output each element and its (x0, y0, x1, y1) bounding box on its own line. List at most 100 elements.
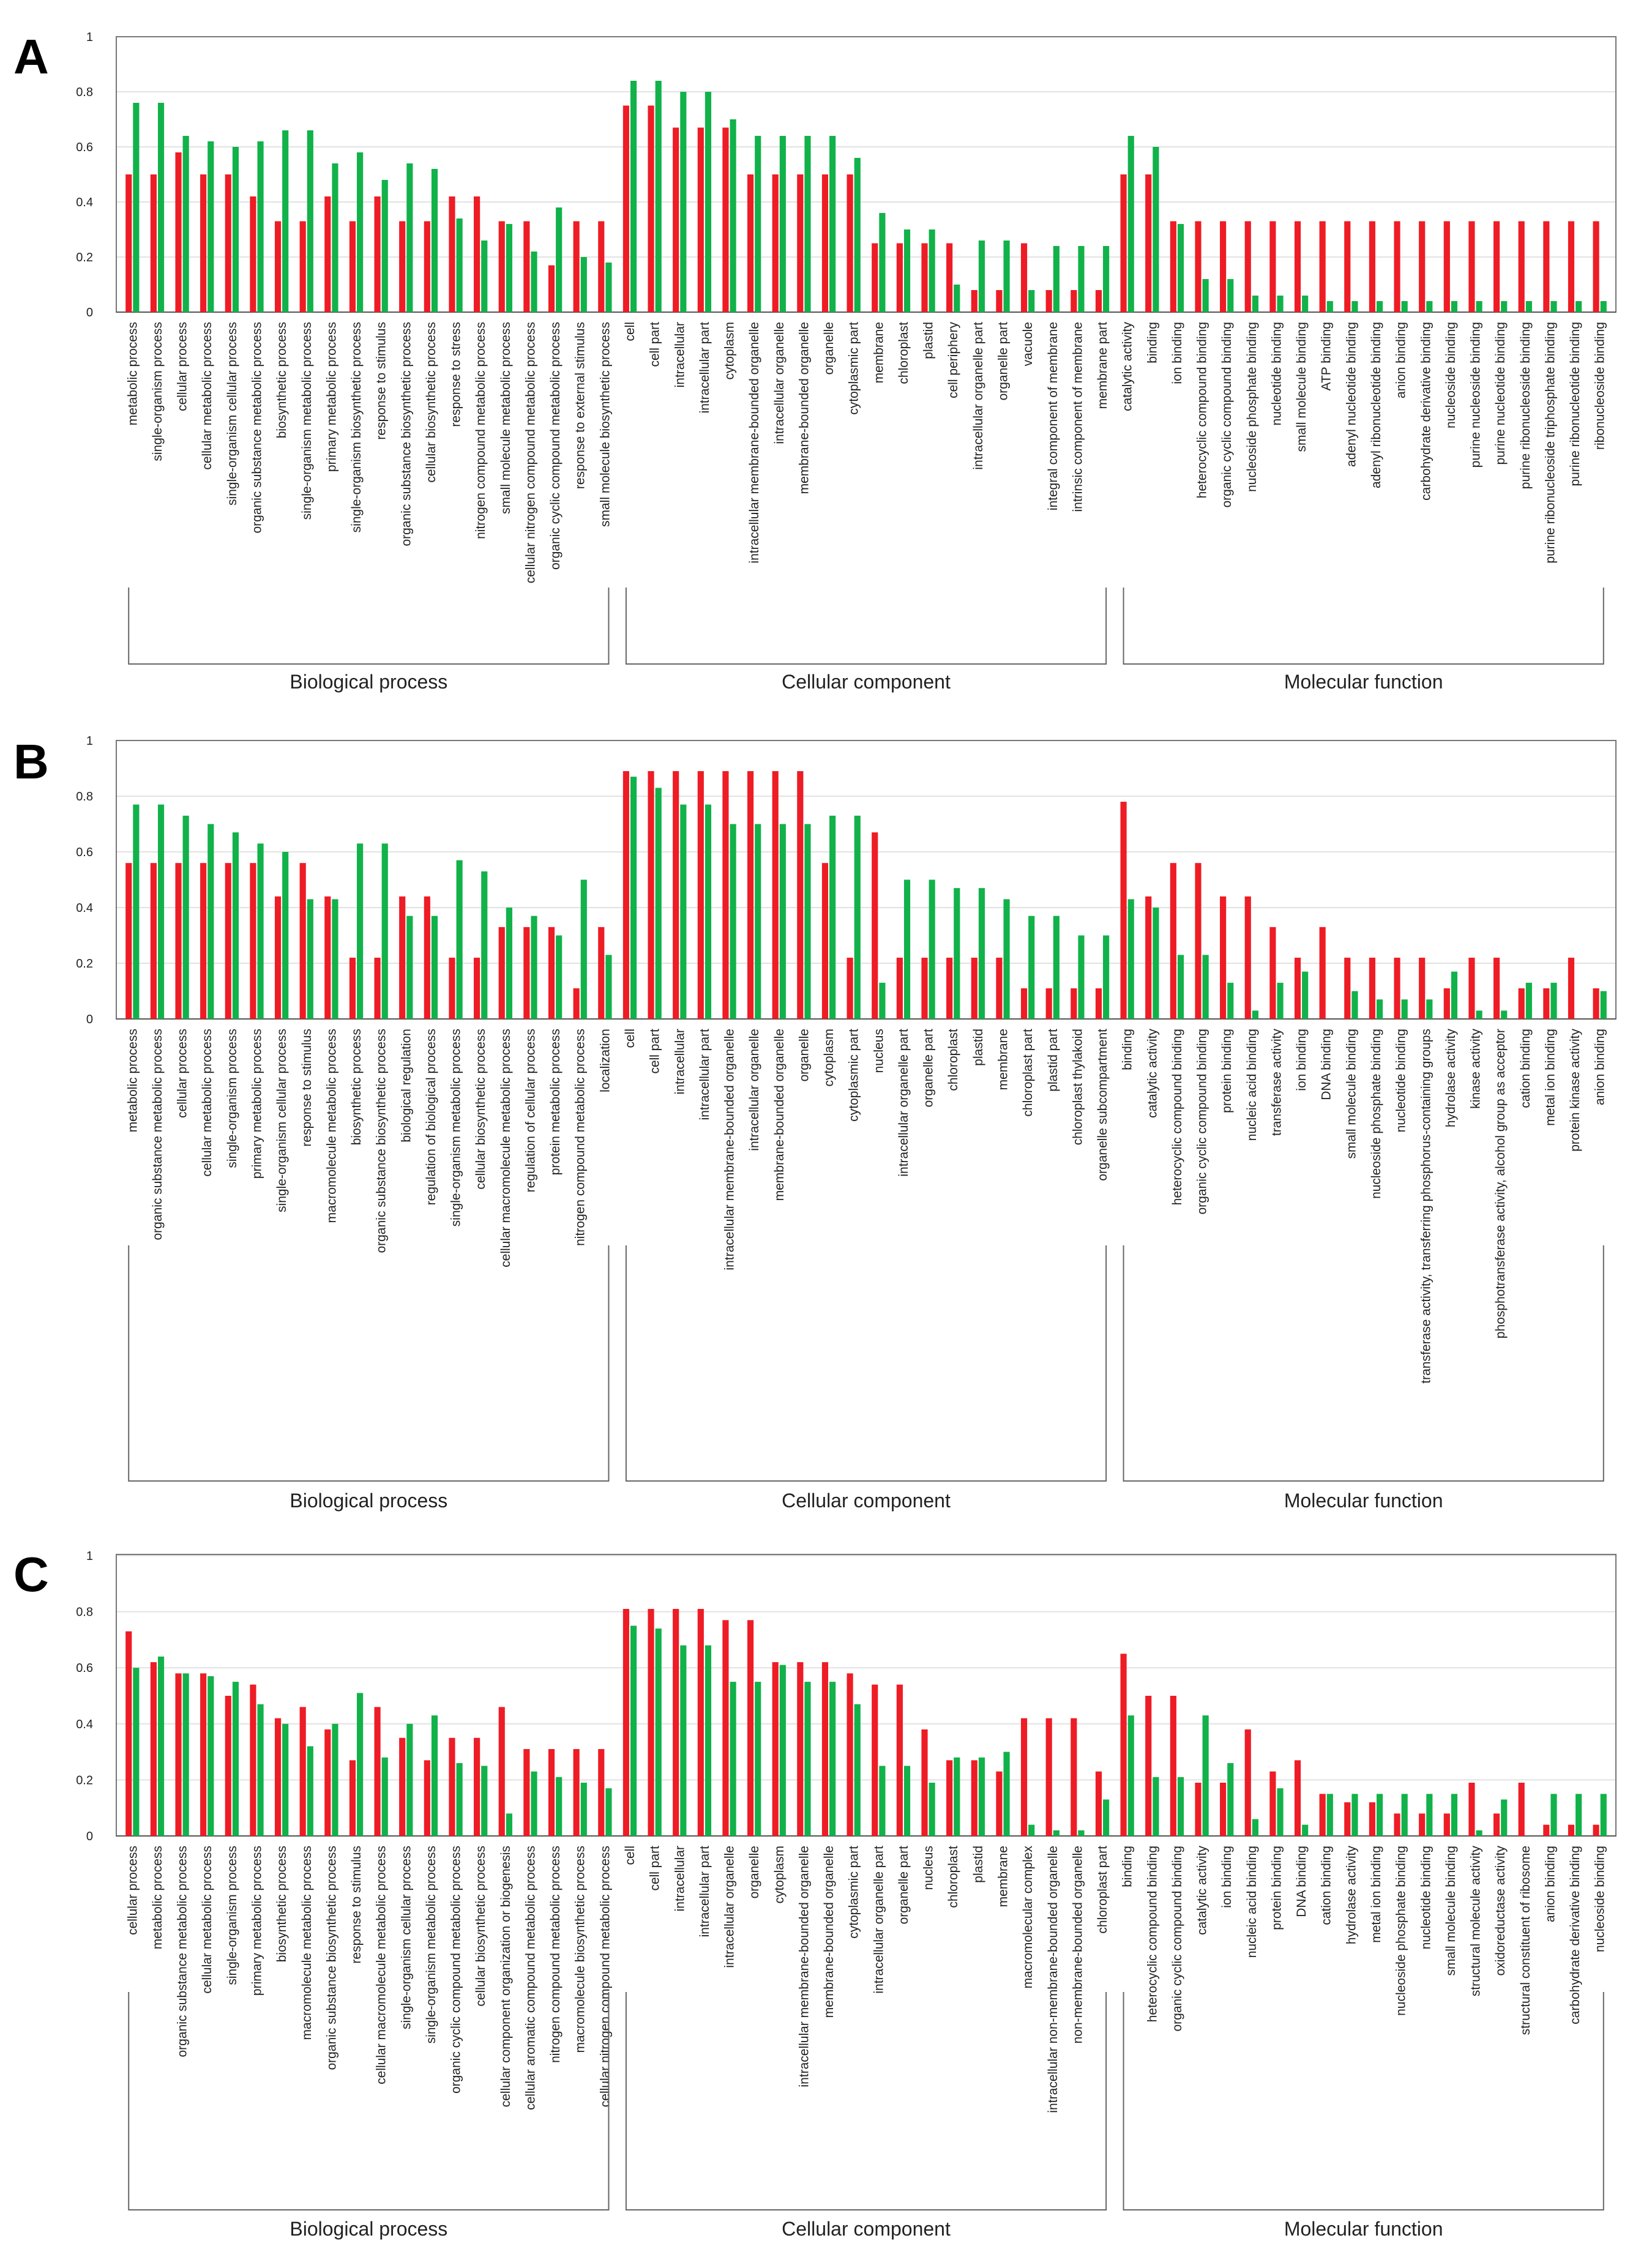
bar-red (847, 1673, 853, 1836)
bar-green (655, 788, 662, 1019)
bar-red (1443, 988, 1450, 1019)
bar-red (921, 243, 928, 312)
category-label: cell periphery (946, 322, 960, 398)
category-label: organic cyclic compound binding (1220, 322, 1234, 508)
bar-green (307, 1746, 313, 1836)
y-tick-label: 1 (86, 31, 93, 44)
category-label: regulation of biological process (424, 1029, 438, 1205)
bar-red (697, 127, 704, 312)
bar-red (573, 988, 580, 1019)
category-label: nitrogen compound metabolic process (474, 322, 488, 539)
category-label: phosphotransferase activity, alcohol gro… (1493, 1029, 1508, 1338)
category-label: ATP binding (1320, 322, 1334, 390)
bar-red (374, 957, 381, 1019)
category-label: organic cyclic compound metabolic proces… (548, 322, 563, 570)
bar-green (1376, 1794, 1383, 1836)
category-label: cytoplasm (822, 1029, 836, 1087)
bar-red (648, 771, 654, 1019)
category-label: metal ion binding (1369, 1846, 1383, 1943)
bar-red (399, 896, 406, 1019)
category-label: cellular metabolic process (200, 1029, 214, 1177)
bar-green (556, 1777, 563, 1836)
bar-green (1501, 1010, 1508, 1019)
bar-green (207, 141, 214, 312)
bar-green (1227, 1763, 1234, 1836)
y-tick-label: 0.2 (76, 957, 93, 971)
bar-green (954, 1757, 960, 1836)
bar-green (1227, 279, 1234, 312)
category-label: cellular nitrogen compound metabolic pro… (598, 1846, 612, 2107)
category-label: organic substance metabolic process (176, 1846, 190, 2057)
bar-red (1419, 1813, 1426, 1836)
bar-red (1045, 290, 1052, 312)
bar-green (357, 1693, 364, 1836)
bar-red (722, 1620, 729, 1836)
bar-red (299, 863, 306, 1019)
bar-red (622, 1609, 629, 1836)
bar-red (150, 1662, 157, 1836)
category-label: single-organism cellular process (399, 1846, 413, 2029)
bar-green (605, 1788, 612, 1836)
bar-green (381, 1757, 388, 1836)
bar-green (481, 241, 488, 312)
category-label: organelle (797, 1029, 811, 1081)
bar-red (1493, 1813, 1500, 1836)
bar-green (580, 257, 587, 312)
bar-red (1170, 863, 1176, 1019)
bar-red (523, 221, 530, 312)
bar-green (605, 955, 612, 1019)
bar-green (630, 1625, 637, 1836)
category-label: intrinsic component of membrane (1071, 322, 1085, 512)
category-label: cellular macromolecule metabolic process (499, 1029, 513, 1267)
group-label: Molecular function (1284, 2218, 1443, 2240)
bar-green (1003, 1751, 1010, 1836)
group-label: Cellular component (782, 2218, 951, 2240)
category-label: kinase activity (1469, 1029, 1483, 1109)
bar-green (1202, 1715, 1209, 1836)
category-label: purine ribonucleoside triphosphate bindi… (1543, 322, 1557, 564)
category-label: intracellular membrane-bounded organelle (747, 322, 761, 564)
bar-red (1344, 1802, 1351, 1836)
category-label: intracellular membrane-bounded organelle (723, 1029, 737, 1270)
category-label: binding (1121, 1846, 1135, 1887)
bar-red (772, 174, 779, 312)
bar-red (548, 265, 555, 312)
bar-green (182, 136, 189, 312)
bar-red (971, 957, 977, 1019)
category-label: DNA binding (1295, 1846, 1309, 1917)
category-label: cell (623, 1846, 637, 1865)
y-tick-label: 0.8 (76, 790, 93, 804)
category-label: protein metabolic process (548, 1029, 563, 1175)
bar-red (797, 174, 804, 312)
bar-green (406, 916, 413, 1019)
category-label: intracellular organelle (772, 322, 787, 444)
bar-green (1476, 1010, 1482, 1019)
bar-red (1120, 802, 1127, 1019)
bar-green (779, 136, 786, 312)
bar-green (1302, 1824, 1309, 1836)
bar-red (274, 221, 282, 312)
bar-green (903, 1766, 911, 1836)
bar-green (804, 136, 811, 312)
bar-red (175, 863, 182, 1019)
chart-panel-b: B 0 0.2 0.4 0.6 0.8 1 metabolic process organic … (13, 734, 1617, 1512)
category-label: catalytic activity (1145, 1029, 1159, 1118)
category-label: nucleus (872, 1029, 886, 1073)
category-label: cell (623, 1029, 637, 1048)
bar-green (929, 879, 935, 1019)
category-label: ribonucleoside binding (1593, 322, 1607, 450)
category-label: membrane (996, 1846, 1010, 1907)
bar-green (456, 218, 463, 312)
bar-red (498, 1707, 505, 1836)
bar-green (1401, 301, 1408, 312)
category-label: integral component of membrane (1046, 322, 1060, 510)
bar-red (1468, 221, 1475, 312)
category-label: plastid part (1046, 1029, 1060, 1092)
category-label: nucleotide binding (1419, 1846, 1433, 1949)
bar-red (374, 196, 381, 312)
bar-red (274, 896, 282, 1019)
bar-red (747, 174, 754, 312)
bar-green (282, 130, 289, 312)
bar-green (257, 843, 264, 1019)
bar-green (903, 879, 911, 1019)
